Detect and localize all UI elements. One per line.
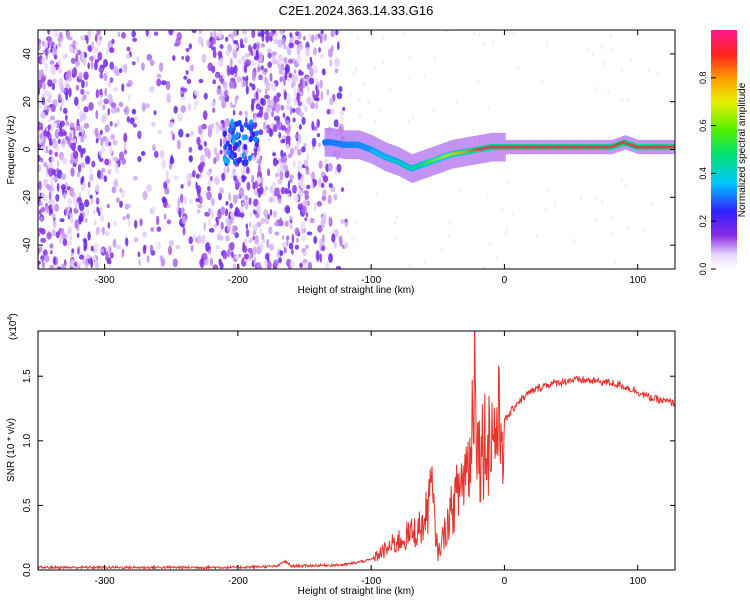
y-tick-label: 0.5 bbox=[22, 498, 33, 512]
x-tick-label: -300 bbox=[95, 275, 115, 286]
figure-title: C2E1.2024.363.14.33.G16 bbox=[279, 3, 434, 18]
x-tick-label: -200 bbox=[228, 576, 248, 587]
colorbar-gradient bbox=[711, 30, 737, 269]
y-tick-label: -20 bbox=[22, 190, 33, 205]
x-tick-label: -200 bbox=[228, 275, 248, 286]
colorbar-label: Normalized spectral amplitude bbox=[737, 82, 748, 217]
snr-series-line bbox=[38, 331, 675, 570]
x-tick-label: 0 bbox=[502, 576, 508, 587]
snr-frame bbox=[37, 330, 676, 571]
colorbar: 0.0 0.2 0.4 0.6 0.8 Normalized spectral ampl… bbox=[698, 30, 748, 275]
snr-y-label: SNR (10 * v/v) bbox=[6, 418, 17, 482]
spectrogram-y-label: Frequency (Hz) bbox=[6, 116, 17, 185]
snr-ticks: -300 -200 -100 0 100 0.0 0.5 1.0 1.5 bbox=[22, 331, 675, 587]
x-tick-label: 100 bbox=[629, 275, 646, 286]
y-tick-label: 1.0 bbox=[22, 433, 33, 447]
colorbar-tick-label: 0.0 bbox=[698, 263, 708, 276]
colorbar-ticks: 0.0 0.2 0.4 0.6 0.8 bbox=[698, 72, 716, 276]
y-tick-label: 0 bbox=[22, 146, 33, 152]
y-tick-label: 1.5 bbox=[22, 369, 33, 383]
y-tick-label: 20 bbox=[22, 96, 33, 108]
snr-x-label: Height of straight line (km) bbox=[298, 586, 415, 597]
x-tick-label: 100 bbox=[629, 576, 646, 587]
y-tick-label: 0.0 bbox=[22, 563, 33, 577]
x-tick-label: -100 bbox=[361, 576, 381, 587]
y-tick-label: 40 bbox=[22, 48, 33, 60]
colorbar-tick-label: 0.8 bbox=[698, 72, 708, 85]
colorbar-tick-label: 0.2 bbox=[698, 215, 708, 228]
colorbar-tick-label: 0.6 bbox=[698, 119, 708, 132]
snr-scale-label: (x104) bbox=[7, 313, 19, 340]
spectrogram-heatmap bbox=[38, 30, 675, 269]
spectrogram-x-label: Height of straight line (km) bbox=[298, 285, 415, 296]
y-tick-label: -40 bbox=[22, 237, 33, 252]
x-tick-label: -300 bbox=[95, 576, 115, 587]
snr-panel: -300 -200 -100 0 100 0.0 0.5 1.0 1.5 (x104) Heig… bbox=[6, 313, 676, 597]
x-tick-label: -100 bbox=[361, 275, 381, 286]
colorbar-tick-label: 0.4 bbox=[698, 167, 708, 180]
x-tick-label: 0 bbox=[502, 275, 508, 286]
